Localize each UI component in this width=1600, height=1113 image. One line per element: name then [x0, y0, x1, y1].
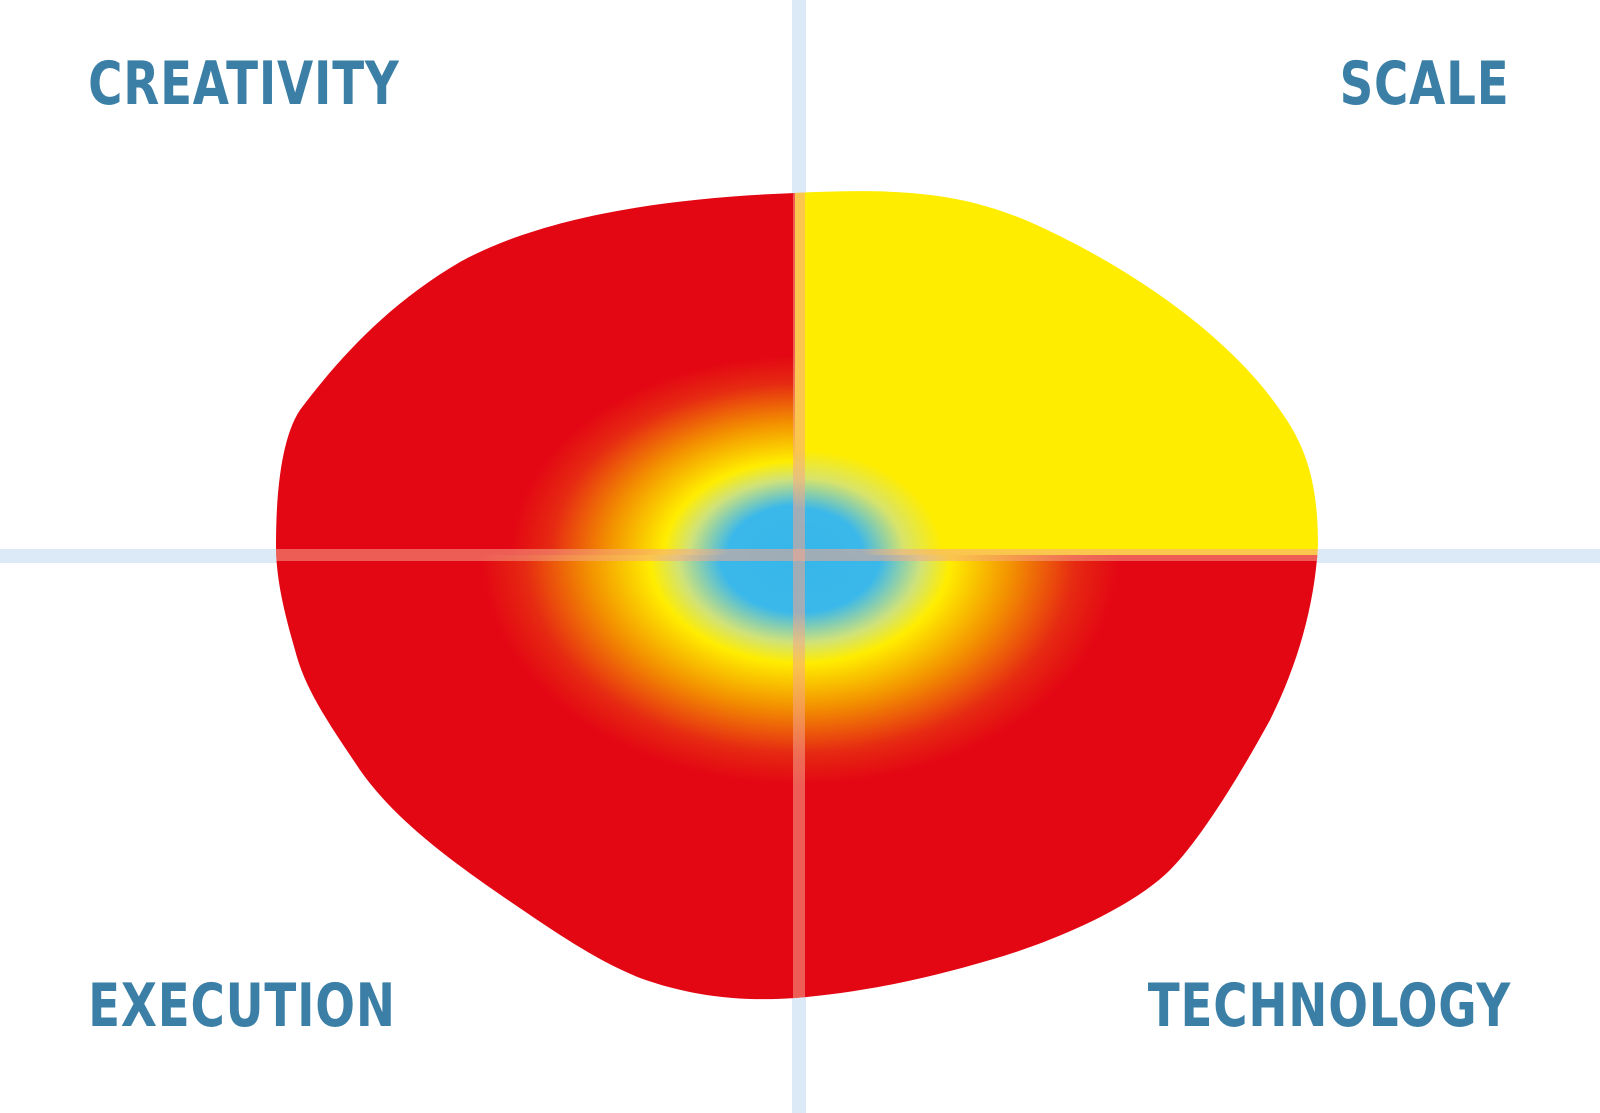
label-execution: EXECUTION: [88, 970, 396, 1040]
label-creativity: CREATIVITY: [88, 48, 400, 118]
label-scale: SCALE: [1340, 48, 1510, 118]
label-technology: TECHNOLOGY: [1148, 970, 1511, 1040]
